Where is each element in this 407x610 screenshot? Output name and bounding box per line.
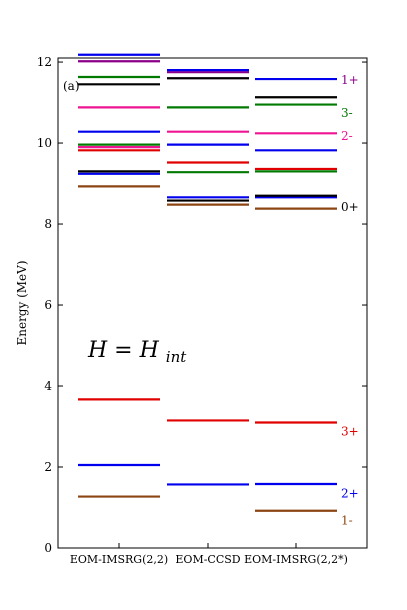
y-ticks-layer: 0 2 4 6 8 10 12: [37, 55, 367, 555]
y-tick-label: 10: [37, 136, 52, 150]
state-label: 2+: [341, 487, 359, 501]
y-axis-title: Energy (MeV): [15, 260, 29, 345]
state-label: 2-: [341, 129, 353, 143]
category-label: EOM-CCSD: [175, 553, 240, 566]
category-label: EOM-IMSRG(2,2): [70, 553, 168, 566]
panel-label: (a): [63, 79, 80, 93]
state-label: 0+: [341, 200, 359, 214]
y-tick-label: 12: [37, 55, 52, 69]
category-label: EOM-IMSRG(2,2*): [244, 553, 348, 566]
hamiltonian-main: H = H: [87, 338, 160, 363]
state-label: 3+: [341, 425, 359, 439]
state-label: 1-: [341, 514, 353, 528]
y-tick-label: 4: [44, 379, 52, 393]
y-tick-label: 2: [44, 460, 52, 474]
y-tick-label: 0: [44, 541, 52, 555]
category-labels-layer: EOM-IMSRG(2,2) EOM-CCSD EOM-IMSRG(2,2*): [70, 543, 348, 566]
y-tick-label: 6: [44, 298, 52, 312]
hamiltonian-subscript: int: [166, 348, 187, 366]
state-labels-layer: 1- 2+ 3+ 0+ 2- 3- 1+: [341, 73, 359, 528]
hamiltonian-annotation: H = H int: [87, 338, 187, 366]
plot-frame: [57, 57, 368, 549]
y-tick-label: 8: [44, 217, 52, 231]
state-label: 3-: [341, 106, 353, 120]
levels-layer: [78, 53, 337, 512]
state-label: 1+: [341, 73, 359, 87]
